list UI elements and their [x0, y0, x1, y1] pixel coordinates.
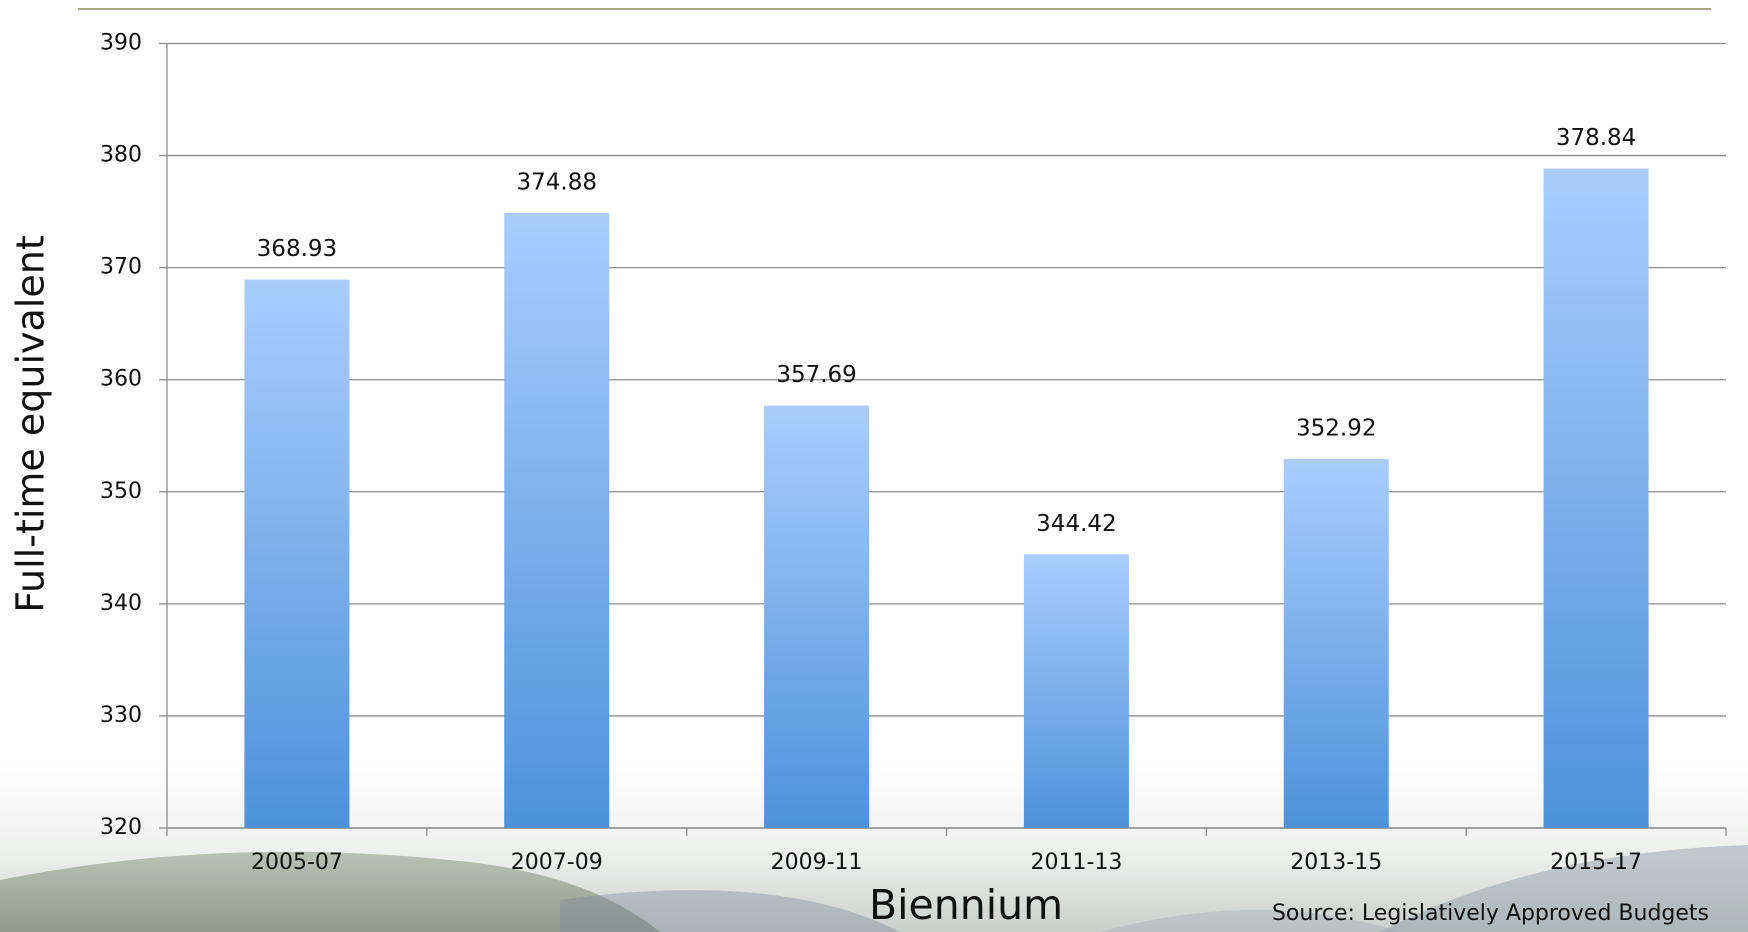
value-label: 352.92 [1296, 416, 1376, 442]
y-tick-label: 320 [100, 815, 142, 840]
value-label: 357.69 [776, 362, 856, 388]
value-label: 344.42 [1036, 511, 1116, 537]
x-tick-label: 2009-11 [771, 850, 863, 875]
y-tick-label: 360 [100, 367, 142, 392]
bar [504, 213, 609, 828]
chart: Full-time equivalent Biennium Source: Le… [0, 0, 1748, 932]
page: {"chart_data": {"type": "bar", "categori… [0, 0, 1748, 932]
y-tick-label: 350 [100, 479, 142, 504]
x-tick-label: 2005-07 [251, 850, 343, 875]
y-tick-label: 330 [100, 703, 142, 728]
value-label: 374.88 [517, 169, 597, 195]
x-tick-label: 2013-15 [1290, 850, 1382, 875]
x-tick-label: 2007-09 [511, 850, 603, 875]
y-axis-title: Full-time equivalent [9, 235, 53, 612]
source-note: Source: Legislatively Approved Budgets [1272, 901, 1709, 926]
y-tick-label: 390 [100, 31, 142, 56]
y-tick-label: 370 [100, 255, 142, 280]
bar [244, 280, 349, 828]
y-tick-label: 340 [100, 591, 142, 616]
y-tick-label: 380 [100, 143, 142, 168]
bar [1284, 459, 1389, 828]
bar [1544, 169, 1649, 828]
value-label: 378.84 [1556, 125, 1636, 151]
x-axis-title: Biennium [869, 881, 1063, 929]
x-tick-label: 2011-13 [1030, 850, 1122, 875]
value-label: 368.93 [257, 236, 337, 262]
x-tick-label: 2015-17 [1550, 850, 1642, 875]
bar [1024, 554, 1129, 828]
bar [764, 406, 869, 828]
